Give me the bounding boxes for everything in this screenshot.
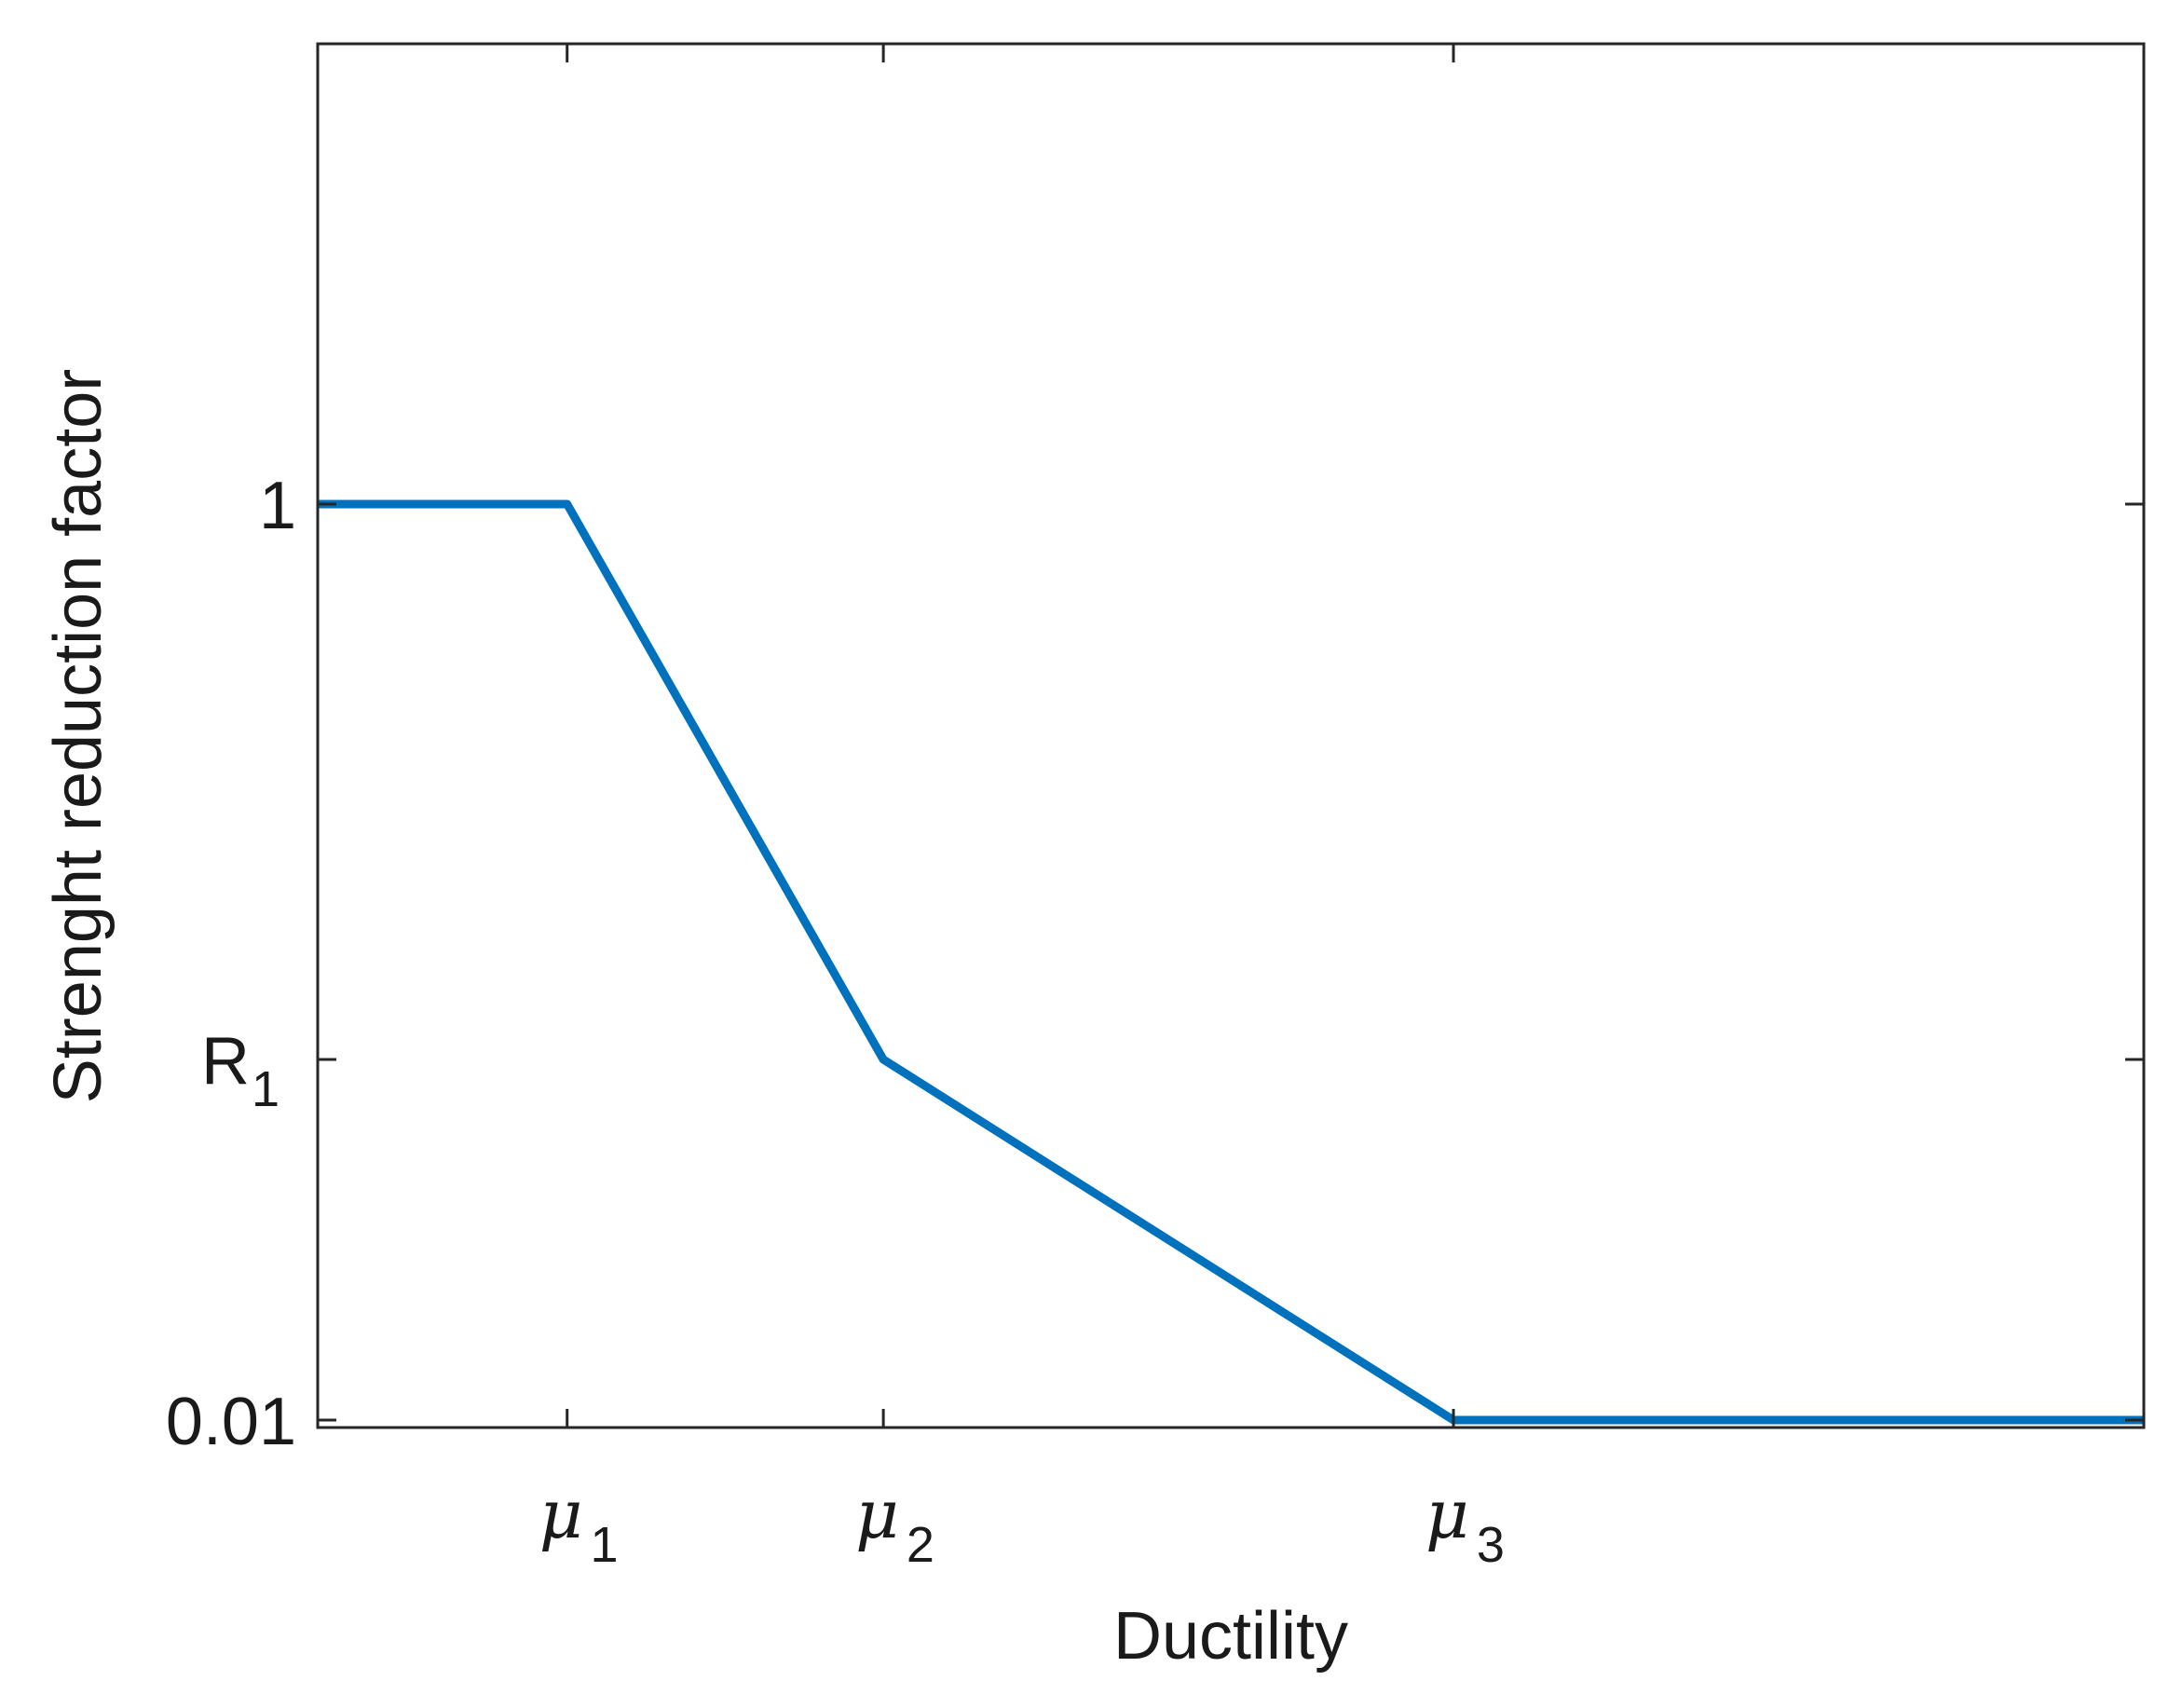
series-line-0 <box>318 499 2144 1425</box>
series-layer <box>318 499 2144 1425</box>
y-tick-label-2: 1 <box>259 469 296 543</box>
ticks-layer: μ 1 μ 2 μ 3 0.01 R1 1 <box>166 44 2144 1573</box>
axes-box <box>316 42 2146 1429</box>
plot-area <box>318 44 2144 1428</box>
x-axis-title: Ductility <box>1113 1599 1348 1674</box>
y-tick-label-0: 0.01 <box>166 1385 296 1459</box>
y-axis-title: Strenght reduction factor <box>41 369 116 1103</box>
y-tick-label-1: R1 <box>201 1024 280 1117</box>
